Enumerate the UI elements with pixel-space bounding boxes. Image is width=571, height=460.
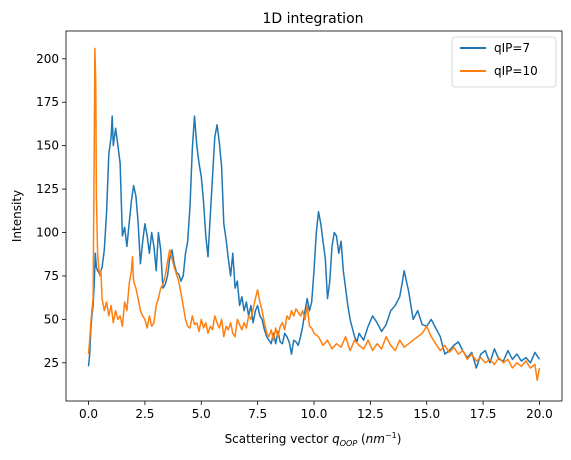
y-axis: 25 50 75 100 125 150 175 200	[36, 52, 66, 370]
x-tick-label: 0.0	[79, 407, 98, 421]
series-line-qip7	[87, 115, 541, 369]
y-tick-label: 125	[36, 182, 59, 196]
legend-box	[451, 36, 557, 88]
x-tick-label: 2.5	[135, 407, 154, 421]
x-axis-label: Scattering vector qOOP (nm−1)	[225, 431, 402, 448]
legend-label-qip7: qIP=7	[494, 41, 530, 55]
y-tick-label: 50	[44, 312, 59, 326]
legend-label-qip10: qIP=10	[494, 64, 538, 78]
x-tick-label: 17.5	[470, 407, 497, 421]
y-axis-label: Intensity	[10, 190, 24, 242]
y-tick-label: 175	[36, 95, 59, 109]
x-tick-label: 20.0	[526, 407, 553, 421]
y-tick-label: 150	[36, 139, 59, 153]
y-tick-label: 200	[36, 52, 59, 66]
series-layer	[87, 47, 541, 381]
legend: qIP=7 qIP=10	[451, 36, 557, 88]
x-tick-label: 12.5	[357, 407, 384, 421]
y-tick-label: 100	[36, 226, 59, 240]
y-tick-label: 75	[44, 269, 59, 283]
x-tick-label: 15.0	[413, 407, 440, 421]
x-tick-label: 10.0	[301, 407, 328, 421]
series-line-qip10	[87, 47, 541, 381]
x-tick-label: 7.5	[248, 407, 267, 421]
y-tick-label: 25	[44, 356, 59, 370]
x-axis: 0.0 2.5 5.0 7.5 10.0 12.5 15.0 17.5 20.0	[79, 401, 553, 421]
x-tick-label: 5.0	[192, 407, 211, 421]
chart-title: 1D integration	[262, 11, 363, 27]
